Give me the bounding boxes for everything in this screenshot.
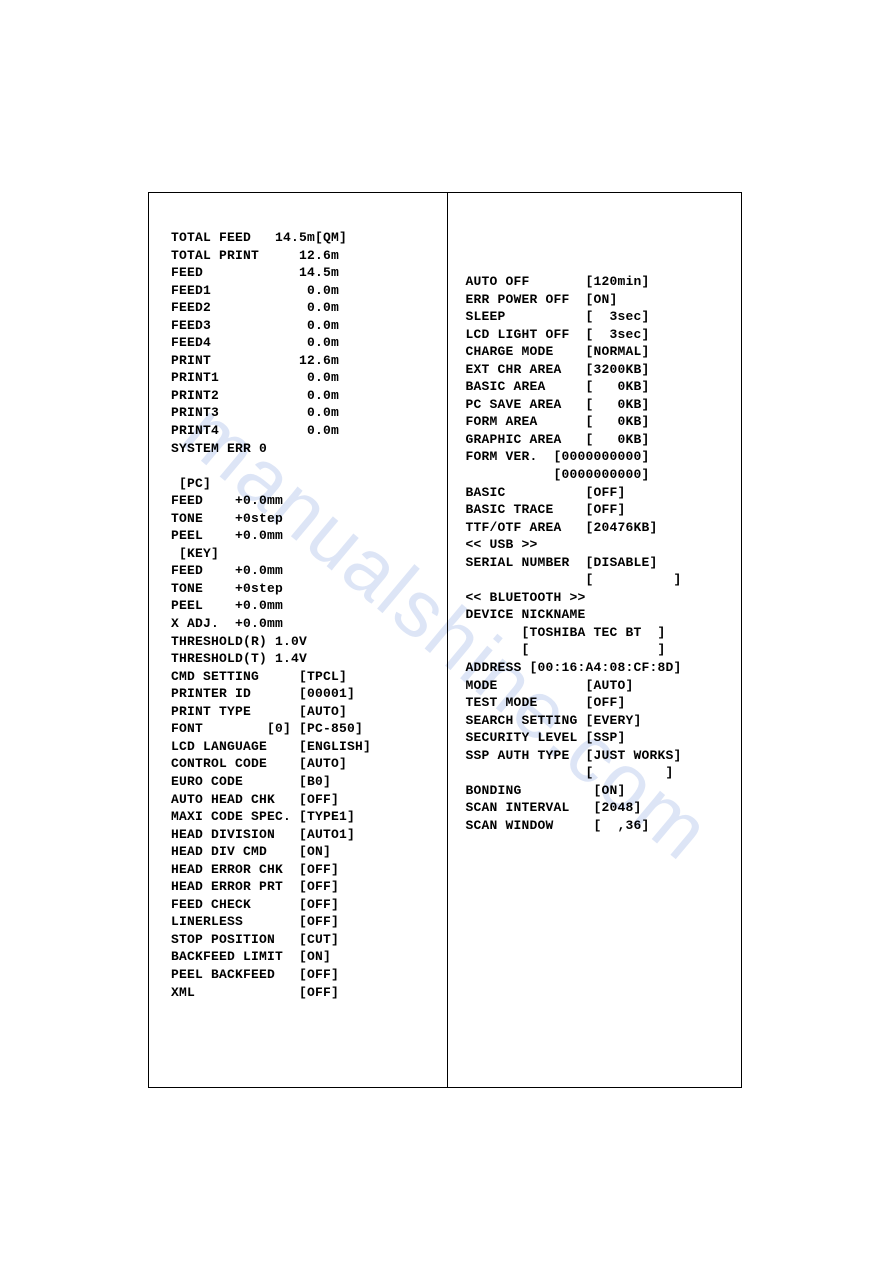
- printout-line: SLEEP [ 3sec]: [466, 308, 730, 326]
- printout-line: PRINTER ID [00001]: [171, 685, 435, 703]
- printout-container: TOTAL FEED 14.5m[QM]TOTAL PRINT 12.6mFEE…: [148, 192, 742, 1088]
- printout-line: TTF/OTF AREA [20476KB]: [466, 519, 730, 537]
- printout-line: [ ]: [466, 571, 730, 589]
- left-column: TOTAL FEED 14.5m[QM]TOTAL PRINT 12.6mFEE…: [149, 193, 448, 1087]
- printout-line: [PC]: [171, 475, 435, 493]
- printout-line: THRESHOLD(R) 1.0V: [171, 633, 435, 651]
- printout-line: [KEY]: [171, 545, 435, 563]
- printout-line: FEED1 0.0m: [171, 282, 435, 300]
- printout-line: SEARCH SETTING [EVERY]: [466, 712, 730, 730]
- printout-line: FONT [0] [PC-850]: [171, 720, 435, 738]
- printout-line: GRAPHIC AREA [ 0KB]: [466, 431, 730, 449]
- printout-line: LCD LANGUAGE [ENGLISH]: [171, 738, 435, 756]
- printout-line: << USB >>: [466, 536, 730, 554]
- printout-line: MODE [AUTO]: [466, 677, 730, 695]
- printout-line: MAXI CODE SPEC. [TYPE1]: [171, 808, 435, 826]
- printout-line: FEED3 0.0m: [171, 317, 435, 335]
- printout-line: SCAN WINDOW [ ,36]: [466, 817, 730, 835]
- printout-line: << BLUETOOTH >>: [466, 589, 730, 607]
- printout-line: XML [OFF]: [171, 984, 435, 1002]
- printout-line: BONDING [ON]: [466, 782, 730, 800]
- printout-line: BACKFEED LIMIT [ON]: [171, 948, 435, 966]
- printout-line: SYSTEM ERR 0: [171, 440, 435, 458]
- printout-line: TEST MODE [OFF]: [466, 694, 730, 712]
- printout-line: PRINT2 0.0m: [171, 387, 435, 405]
- printout-line: FEED +0.0mm: [171, 492, 435, 510]
- printout-line: PEEL BACKFEED [OFF]: [171, 966, 435, 984]
- printout-line: SCAN INTERVAL [2048]: [466, 799, 730, 817]
- printout-line: HEAD DIVISION [AUTO1]: [171, 826, 435, 844]
- printout-line: THRESHOLD(T) 1.4V: [171, 650, 435, 668]
- printout-line: [171, 457, 435, 475]
- printout-line: SERIAL NUMBER [DISABLE]: [466, 554, 730, 572]
- printout-line: TOTAL FEED 14.5m[QM]: [171, 229, 435, 247]
- printout-line: PC SAVE AREA [ 0KB]: [466, 396, 730, 414]
- printout-line: SECURITY LEVEL [SSP]: [466, 729, 730, 747]
- right-column: AUTO OFF [120min]ERR POWER OFF [ON]SLEEP…: [448, 193, 742, 1087]
- printout-line: CHARGE MODE [NORMAL]: [466, 343, 730, 361]
- printout-line: PEEL +0.0mm: [171, 527, 435, 545]
- printout-line: BASIC AREA [ 0KB]: [466, 378, 730, 396]
- printout-line: TONE +0step: [171, 510, 435, 528]
- printout-line: ERR POWER OFF [ON]: [466, 291, 730, 309]
- printout-line: SSP AUTH TYPE [JUST WORKS]: [466, 747, 730, 765]
- printout-line: STOP POSITION [CUT]: [171, 931, 435, 949]
- printout-line: BASIC TRACE [OFF]: [466, 501, 730, 519]
- printout-line: BASIC [OFF]: [466, 484, 730, 502]
- printout-line: [TOSHIBA TEC BT ]: [466, 624, 730, 642]
- printout-line: HEAD DIV CMD [ON]: [171, 843, 435, 861]
- printout-line: LINERLESS [OFF]: [171, 913, 435, 931]
- printout-line: LCD LIGHT OFF [ 3sec]: [466, 326, 730, 344]
- printout-line: PRINT TYPE [AUTO]: [171, 703, 435, 721]
- printout-line: FEED +0.0mm: [171, 562, 435, 580]
- printout-line: PRINT 12.6m: [171, 352, 435, 370]
- printout-line: PRINT1 0.0m: [171, 369, 435, 387]
- printout-line: FEED4 0.0m: [171, 334, 435, 352]
- printout-line: DEVICE NICKNAME: [466, 606, 730, 624]
- printout-line: [ ]: [466, 764, 730, 782]
- printout-line: HEAD ERROR PRT [OFF]: [171, 878, 435, 896]
- printout-line: X ADJ. +0.0mm: [171, 615, 435, 633]
- printout-line: EXT CHR AREA [3200KB]: [466, 361, 730, 379]
- printout-line: PRINT3 0.0m: [171, 404, 435, 422]
- printout-line: AUTO OFF [120min]: [466, 273, 730, 291]
- printout-line: HEAD ERROR CHK [OFF]: [171, 861, 435, 879]
- printout-line: [ ]: [466, 641, 730, 659]
- printout-line: PRINT4 0.0m: [171, 422, 435, 440]
- printout-line: [0000000000]: [466, 466, 730, 484]
- printout-line: TONE +0step: [171, 580, 435, 598]
- printout-line: FEED 14.5m: [171, 264, 435, 282]
- printout-line: ADDRESS [00:16:A4:08:CF:8D]: [466, 659, 730, 677]
- printout-line: EURO CODE [B0]: [171, 773, 435, 791]
- printout-line: TOTAL PRINT 12.6m: [171, 247, 435, 265]
- printout-line: PEEL +0.0mm: [171, 597, 435, 615]
- printout-line: CMD SETTING [TPCL]: [171, 668, 435, 686]
- printout-line: FEED2 0.0m: [171, 299, 435, 317]
- printout-line: FORM VER. [0000000000]: [466, 448, 730, 466]
- printout-line: AUTO HEAD CHK [OFF]: [171, 791, 435, 809]
- printout-line: FEED CHECK [OFF]: [171, 896, 435, 914]
- printout-line: CONTROL CODE [AUTO]: [171, 755, 435, 773]
- printout-line: FORM AREA [ 0KB]: [466, 413, 730, 431]
